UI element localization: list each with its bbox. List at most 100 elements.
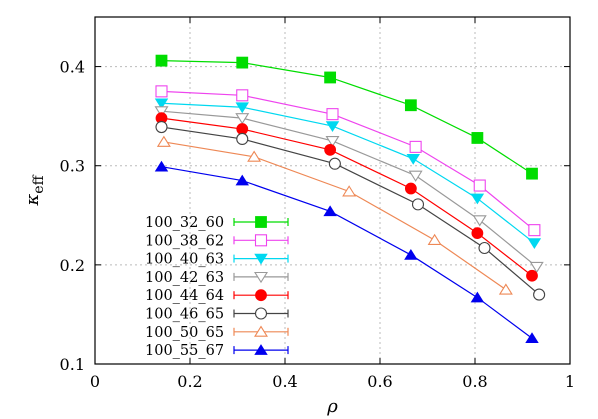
y-axis-label: κeff — [22, 174, 47, 206]
data-point — [247, 150, 262, 162]
data-point — [154, 106, 169, 118]
series-line — [161, 60, 533, 175]
data-point — [533, 288, 546, 301]
legend-entry: 100_32_60 — [145, 215, 289, 231]
data-point — [473, 179, 486, 192]
data-point — [529, 261, 544, 274]
series-100_50_65 — [156, 135, 513, 295]
series-100_44_64 — [155, 112, 538, 282]
series-line — [161, 126, 540, 296]
data-point — [528, 224, 541, 237]
legend-label: 100_38_62 — [145, 233, 224, 249]
grid — [95, 17, 570, 364]
data-point — [325, 121, 340, 133]
data-point — [326, 108, 339, 121]
data-point — [408, 170, 423, 182]
data-point — [526, 167, 538, 180]
data-point — [154, 98, 169, 110]
data-point — [478, 241, 491, 255]
data-point — [471, 132, 484, 144]
legend-marker — [254, 271, 268, 284]
data-point — [427, 233, 442, 246]
series-100_32_60 — [155, 54, 538, 180]
x-tick-label: 1 — [565, 372, 575, 391]
legend-label: 100_44_64 — [145, 288, 224, 304]
data-point — [342, 185, 357, 197]
y-tick-label: 0.2 — [60, 256, 85, 275]
legend-marker — [254, 234, 268, 247]
legend-entry: 100_55_67 — [145, 343, 289, 359]
legend-entry: 100_42_63 — [145, 270, 289, 286]
data-point — [525, 332, 539, 344]
legend-label: 100_55_67 — [145, 343, 224, 359]
data-point — [406, 153, 420, 165]
legend-label: 100_40_63 — [145, 252, 224, 268]
x-tick-label: 0.8 — [462, 372, 487, 391]
data-point — [471, 227, 484, 240]
legend-entry: 100_38_62 — [145, 233, 289, 249]
data-point — [236, 123, 249, 135]
legend-marker — [254, 307, 268, 320]
data-point — [498, 283, 513, 295]
data-point — [404, 99, 417, 112]
legend-label: 100_50_65 — [145, 325, 224, 341]
legend-marker — [254, 344, 268, 355]
series-line — [161, 166, 533, 339]
series-100_55_67 — [154, 160, 539, 344]
legend-entry: 100_46_65 — [145, 307, 289, 323]
legend-label: 100_42_63 — [145, 270, 224, 286]
legend-label: 100_32_60 — [145, 215, 224, 231]
data-point — [235, 102, 249, 114]
data-point — [526, 269, 538, 282]
x-tick-label: 0.2 — [177, 372, 202, 391]
data-point — [404, 182, 417, 195]
data-point — [325, 135, 340, 148]
y-tick-label: 0.1 — [60, 355, 85, 374]
data-point — [156, 135, 171, 147]
data-point — [472, 215, 487, 227]
series-100_46_65 — [155, 120, 546, 301]
legend-marker — [255, 289, 267, 302]
data-point — [235, 174, 249, 186]
series-layer — [154, 54, 546, 344]
series-100_38_62 — [155, 85, 541, 237]
y-axis-label-main: κ — [22, 194, 43, 207]
series-line — [161, 110, 538, 268]
legend: 100_32_60 100_38_62 100_40_63 100_42_63 100_… — [145, 215, 289, 359]
data-point — [155, 54, 168, 67]
x-tick-label: 0 — [90, 372, 100, 391]
data-point — [154, 160, 169, 172]
series-line — [161, 90, 535, 231]
legend-marker — [254, 253, 268, 265]
data-point — [323, 205, 337, 217]
y-axis-label-sub: eff — [31, 174, 47, 193]
legend-entry: 100_44_64 — [145, 288, 289, 304]
series-100_42_63 — [154, 106, 544, 274]
data-point — [470, 193, 485, 205]
data-point — [236, 56, 249, 69]
series-line — [161, 102, 535, 244]
data-point — [155, 120, 168, 134]
legend-entry: 100_50_65 — [145, 325, 289, 341]
data-point — [236, 132, 249, 145]
y-tick-label: 0.3 — [60, 157, 85, 176]
data-point — [235, 113, 250, 125]
data-point — [527, 238, 542, 250]
data-point — [409, 140, 422, 153]
data-point — [324, 71, 337, 84]
legend-entry: 100_40_63 — [145, 252, 289, 268]
ticks: 0 0.2 0.4 0.6 0.8 1 0.1 0.2 0.3 0.4 — [60, 17, 575, 391]
x-tick-label: 0.4 — [272, 372, 297, 391]
series-100_40_63 — [154, 98, 542, 250]
data-point — [470, 291, 485, 303]
legend-marker — [255, 216, 267, 228]
data-point — [404, 248, 418, 260]
x-tick-label: 0.6 — [367, 372, 392, 391]
legend-label: 100_46_65 — [145, 307, 224, 323]
plot-frame — [94, 16, 571, 365]
data-point — [328, 157, 341, 170]
data-point — [411, 198, 425, 211]
x-axis-label: ρ — [326, 396, 338, 417]
y-tick-label: 0.4 — [60, 58, 85, 77]
